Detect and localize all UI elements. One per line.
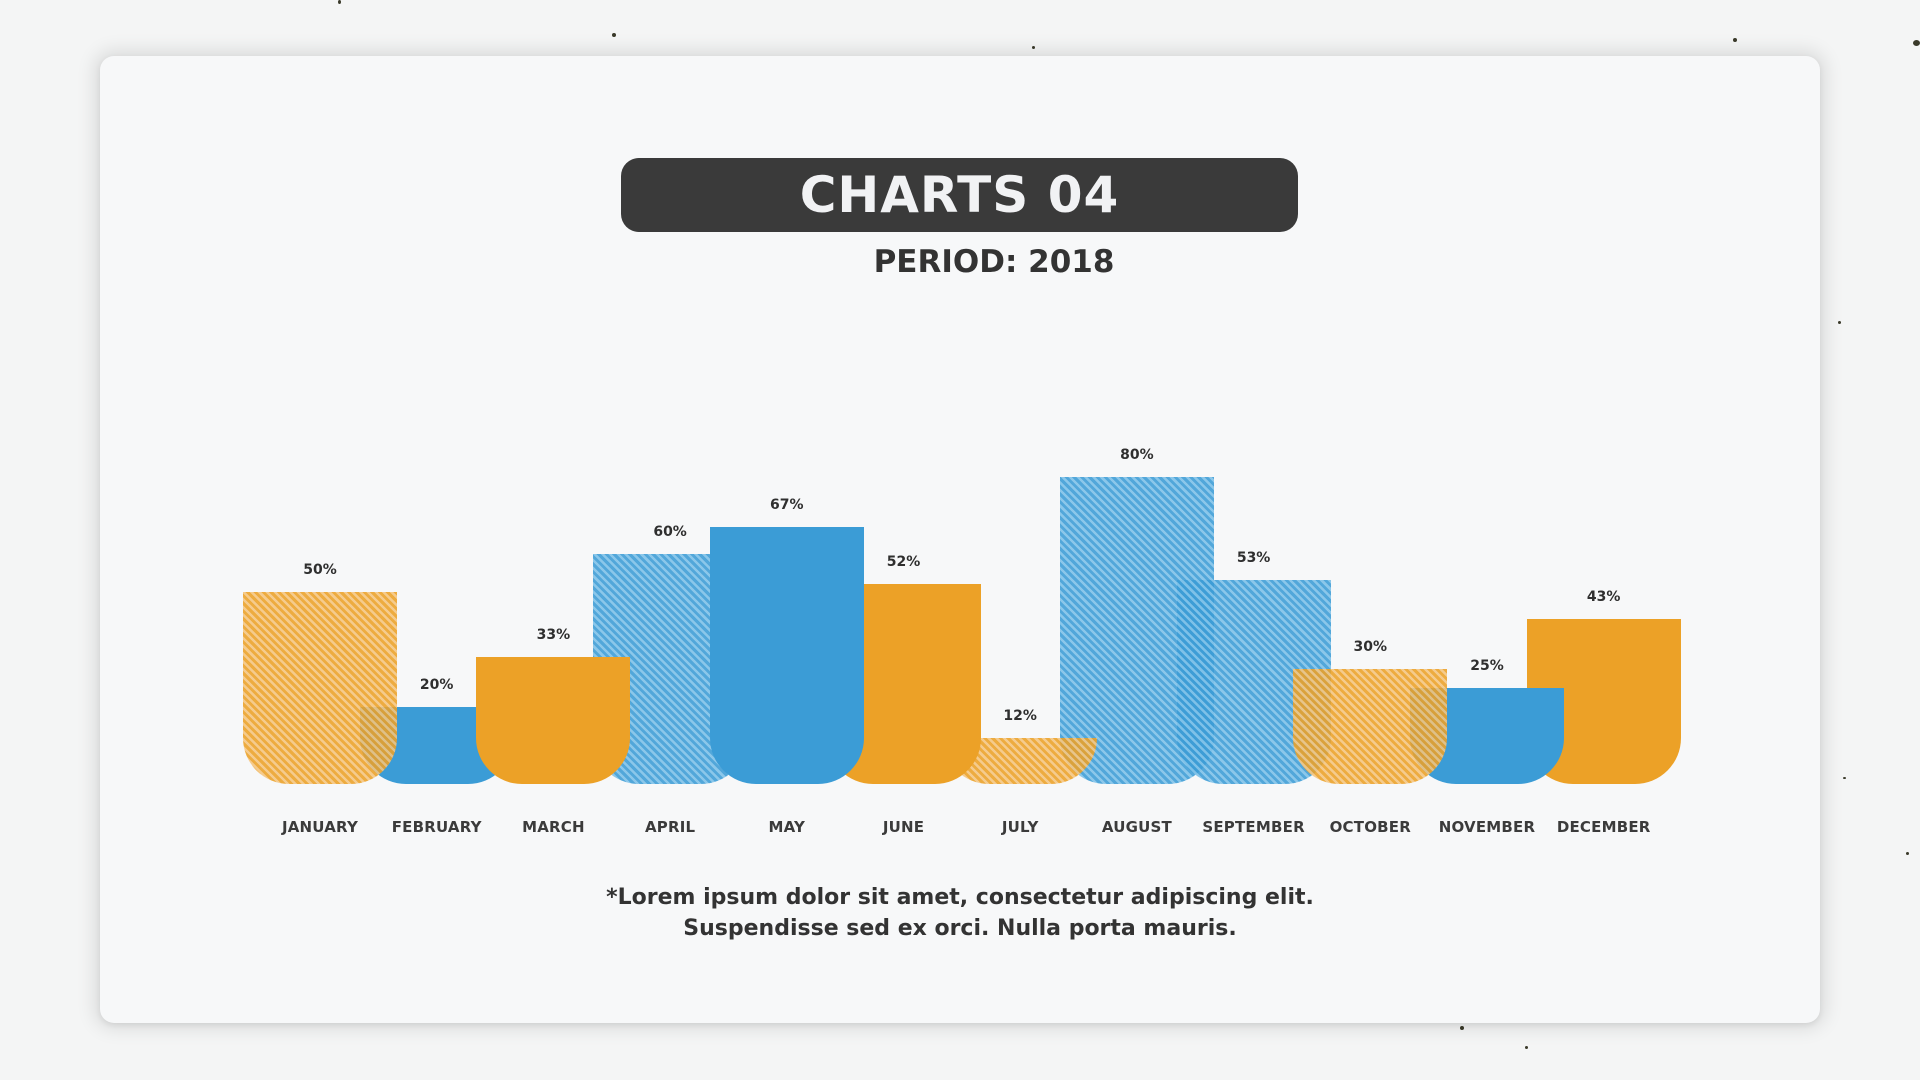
value-label: 33%	[536, 627, 571, 644]
footnote-line-1: *Lorem ipsum dolor sit amet, consectetur…	[606, 885, 1314, 910]
month-label: JANUARY	[281, 818, 359, 836]
value-label: 30%	[1353, 638, 1388, 655]
value-label: 43%	[1586, 588, 1621, 605]
bar-march	[476, 657, 631, 784]
background-speck	[1460, 1026, 1464, 1030]
background-speck	[338, 0, 341, 4]
value-label: 60%	[653, 523, 687, 540]
background-speck	[1906, 852, 1909, 855]
value-label: 80%	[1120, 446, 1154, 463]
period-subtitle: PERIOD: 2018	[873, 244, 1115, 280]
value-label: 25%	[1470, 658, 1504, 674]
month-label: OCTOBER	[1329, 818, 1411, 836]
background-speck	[1733, 38, 1737, 42]
month-label: NOVEMBER	[1438, 818, 1536, 836]
month-label: MAY	[768, 818, 806, 836]
background-speck	[612, 33, 616, 37]
bar-october	[1293, 668, 1448, 784]
month-label: DECEMBER	[1556, 818, 1651, 836]
footnote: *Lorem ipsum dolor sit amet, consectetur…	[0, 882, 1920, 944]
background-speck	[1913, 40, 1920, 46]
month-label: SEPTEMBER	[1202, 818, 1305, 836]
month-label: APRIL	[644, 818, 696, 836]
title-banner: CHARTS 04	[621, 158, 1298, 232]
background-speck	[1838, 321, 1841, 324]
value-label: 20%	[419, 677, 454, 694]
value-label: 52%	[886, 554, 921, 571]
chart-title: CHARTS 04	[799, 166, 1120, 224]
value-label: 67%	[770, 496, 804, 513]
background-speck	[1843, 777, 1846, 779]
value-label: 12%	[1003, 707, 1037, 724]
month-label: JULY	[1001, 818, 1039, 836]
bar-may	[709, 526, 864, 784]
value-label: 50%	[303, 562, 337, 578]
background-speck	[1032, 46, 1035, 49]
month-label: FEBRUARY	[391, 818, 482, 836]
footnote-line-2: Suspendisse sed ex orci. Nulla porta mau…	[683, 916, 1237, 941]
background-speck	[1525, 1046, 1528, 1049]
value-label: 53%	[1236, 550, 1271, 567]
month-label: MARCH	[522, 818, 585, 836]
bar-january	[243, 592, 397, 784]
month-label: AUGUST	[1101, 818, 1172, 836]
month-label: JUNE	[882, 818, 925, 836]
